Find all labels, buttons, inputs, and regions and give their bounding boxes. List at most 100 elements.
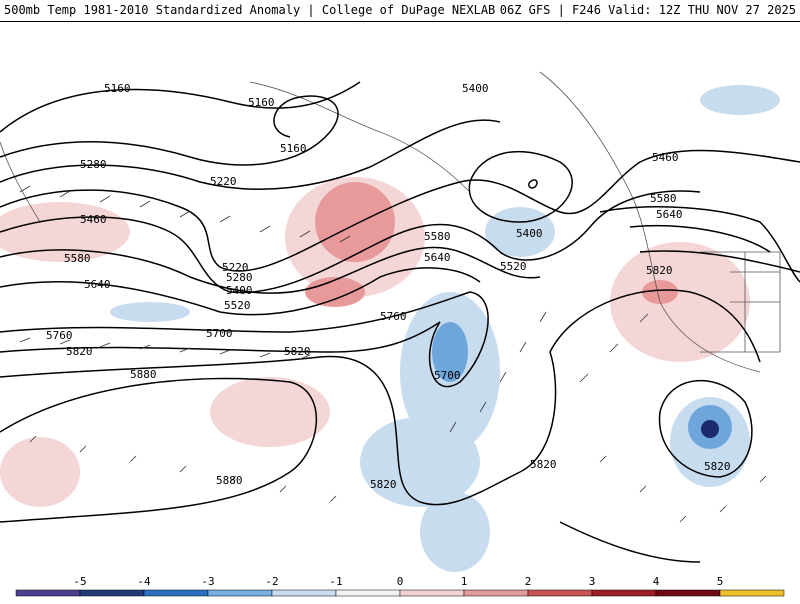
contour-label: 5700 (206, 327, 233, 340)
contour-label: 5820 (284, 345, 311, 358)
wind-barb-row (19, 337, 311, 360)
height-contour (0, 190, 701, 294)
colorbar-tick-label: 4 (653, 575, 660, 588)
positive-anomaly-core (642, 280, 678, 304)
contour-label: 5520 (224, 299, 251, 312)
colorbar-swatch (655, 589, 721, 597)
height-contour (0, 267, 481, 316)
height-contour (629, 224, 771, 253)
anomaly-map: 5160 5160 5160 5220 5280 5220 5280 5400 … (0, 22, 800, 575)
colorbar-swatch (271, 589, 337, 597)
coastlines (0, 71, 781, 373)
colorbar-swatch (79, 589, 145, 597)
height-contour (658, 380, 753, 478)
colorbar-tick-label: 1 (461, 575, 468, 588)
colorbar-tick-label: 0 (397, 575, 404, 588)
contour-label: 5460 (652, 151, 679, 164)
colorbar-tick-label: -5 (73, 575, 86, 588)
contour-label: 5580 (650, 192, 677, 205)
height-contour (0, 377, 317, 523)
colorbar-tick-label: -2 (265, 575, 278, 588)
colorbar-swatch (207, 589, 273, 597)
colorbar-tick-label: -1 (329, 575, 342, 588)
contour-label: 5820 (370, 478, 397, 491)
contour-label: 5160 (104, 82, 131, 95)
contour-label: 5820 (646, 264, 673, 277)
colorbar-tick-label: -4 (137, 575, 151, 588)
colorbar-tick-label: -3 (201, 575, 214, 588)
colorbar-swatches (15, 589, 785, 597)
contour-label: 5640 (84, 278, 111, 291)
colorbar-swatch (15, 589, 81, 597)
height-contour (0, 321, 441, 353)
negative-anomaly-core (432, 322, 468, 382)
positive-anomaly-region (210, 377, 330, 447)
contour-label: 5400 (462, 82, 489, 95)
colorbar-svg: -5 -4 -3 -2 -1 0 1 2 3 4 5 (15, 575, 785, 597)
contour-label: 5820 (66, 345, 93, 358)
colorbar-tick-label: 5 (717, 575, 724, 588)
colorbar-swatch (719, 589, 785, 597)
height-contour (0, 95, 339, 166)
contour-label: 5760 (46, 329, 73, 342)
colorbar-swatch (143, 589, 209, 597)
contour-label: 5160 (280, 142, 307, 155)
contour-label: 5220 (222, 261, 249, 274)
colorbar-tick-label: 3 (589, 575, 596, 588)
wind-barb-row (29, 435, 337, 503)
negative-anomaly-center (701, 420, 719, 438)
colorbar-swatch (527, 589, 593, 597)
contour-label: 5640 (424, 251, 451, 264)
title-bar: 500mb Temp 1981-2010 Standardized Anomal… (0, 0, 800, 22)
wind-barb-row (19, 185, 351, 243)
contour-label: 5220 (210, 175, 237, 188)
colorbar-swatch (591, 589, 657, 597)
wind-barb-row (449, 311, 649, 433)
contour-label: 5760 (380, 310, 407, 323)
positive-anomaly-region (0, 437, 80, 507)
height-contour (528, 179, 538, 189)
height-contour (0, 119, 501, 190)
negative-anomaly-region (700, 85, 780, 115)
contour-label: 5460 (80, 213, 107, 226)
height-contour (0, 355, 521, 506)
contour-label: 5820 (704, 460, 731, 473)
positive-anomaly-region (610, 242, 750, 362)
contour-label: 5580 (64, 252, 91, 265)
anomaly-shading (0, 85, 780, 572)
height-contour (0, 291, 489, 388)
height-contours (0, 81, 800, 563)
colorbar-swatch (399, 589, 465, 597)
contour-label: 5400 (516, 227, 543, 240)
positive-anomaly-core (305, 277, 365, 307)
contour-label: 5820 (530, 458, 557, 471)
negative-anomaly-region (420, 492, 490, 572)
height-contour (0, 149, 800, 272)
contour-label: 5520 (500, 260, 527, 273)
map-title: 500mb Temp 1981-2010 Standardized Anomal… (4, 3, 496, 17)
alaska-coastline (249, 81, 471, 193)
height-contour (519, 289, 761, 473)
contour-label: 5880 (130, 368, 157, 381)
contour-label: 5280 (80, 158, 107, 171)
contour-labels: 5160 5160 5160 5220 5280 5220 5280 5400 … (46, 82, 731, 491)
colorbar-swatch (335, 589, 401, 597)
asia-coastline (0, 141, 41, 223)
contour-label: 5700 (434, 369, 461, 382)
state-borders (730, 252, 780, 352)
colorbar-tick-label: 2 (525, 575, 532, 588)
contour-label: 5880 (216, 474, 243, 487)
contour-label: 5160 (248, 96, 275, 109)
colorbar-tick-labels: -5 -4 -3 -2 -1 0 1 2 3 4 5 (73, 575, 723, 588)
contour-label: 5400 (226, 284, 253, 297)
negative-anomaly-region (110, 302, 190, 322)
height-contour (468, 150, 573, 223)
contour-label: 5580 (424, 230, 451, 243)
west-coastline (539, 71, 761, 373)
height-contour (0, 246, 541, 294)
negative-anomaly-region (360, 417, 480, 507)
contour-label: 5640 (656, 208, 683, 221)
height-contour (559, 521, 701, 563)
wind-barb-row (599, 455, 767, 523)
contour-label: 5280 (226, 271, 253, 284)
